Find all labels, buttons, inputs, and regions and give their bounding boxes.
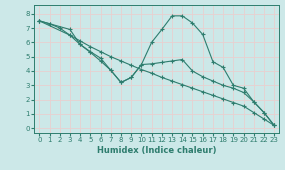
X-axis label: Humidex (Indice chaleur): Humidex (Indice chaleur) [97, 146, 217, 155]
